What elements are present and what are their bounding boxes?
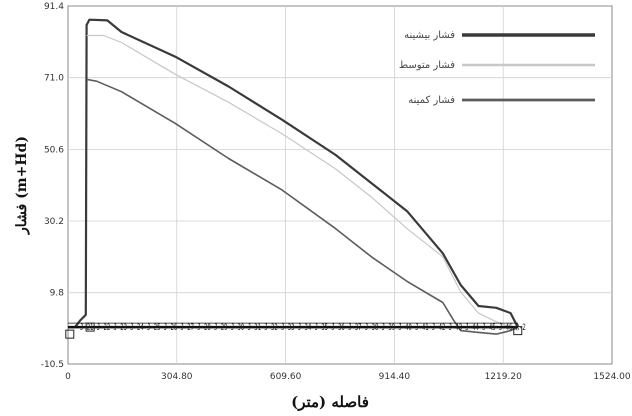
y-axis-label: فشار (m+Hd) [14, 136, 30, 235]
y-tick-label-4: 71.0 [44, 74, 64, 84]
legend-label-0: فشار بیشینه [404, 30, 455, 41]
y-tick-labels: -10.5 9.8 30.2 50.6 71.0 91.4 [41, 2, 65, 370]
y-tick-label-0: -10.5 [41, 360, 64, 370]
series-line-1 [86, 34, 519, 332]
pipe-node-labels: J-21 J-22 J-23 J-24 J-25 J-26 J-27 J-28 … [80, 323, 526, 333]
legend-label-2: فشار کمینه [408, 95, 455, 106]
legend-label-1: فشار متوسط [399, 60, 455, 71]
series-line-0 [68, 18, 519, 329]
series-group [68, 18, 519, 335]
x-tick-label-1: 304.80 [161, 372, 193, 382]
x-tick-label-5: 1524.00 [593, 372, 630, 382]
x-axis-label: فاصله (متر) [291, 393, 369, 411]
x-tick-labels: 0 304.80 609.60 914.40 1219.20 1524.00 [65, 372, 631, 382]
node-marker-1 [85, 322, 95, 332]
series-line-2 [86, 78, 519, 335]
x-tick-label-4: 1219.20 [485, 372, 522, 382]
node-marker-0 [65, 329, 75, 339]
y-tick-label-3: 50.6 [44, 145, 64, 155]
grid-lines [68, 6, 612, 364]
legend: فشار بیشینه فشار متوسط فشار کمینه [399, 30, 595, 106]
x-tick-label-2: 609.60 [270, 372, 302, 382]
x-tick-label-3: 914.40 [379, 372, 411, 382]
y-tick-label-1: 9.8 [50, 289, 65, 299]
node-marker-2 [513, 326, 523, 336]
pipe-profile-group: J-21 J-22 J-23 J-24 J-25 J-26 J-27 J-28 … [65, 322, 526, 339]
x-tick-label-0: 0 [65, 372, 71, 382]
y-tick-label-2: 30.2 [44, 217, 64, 227]
y-tick-label-5: 91.4 [44, 2, 64, 12]
